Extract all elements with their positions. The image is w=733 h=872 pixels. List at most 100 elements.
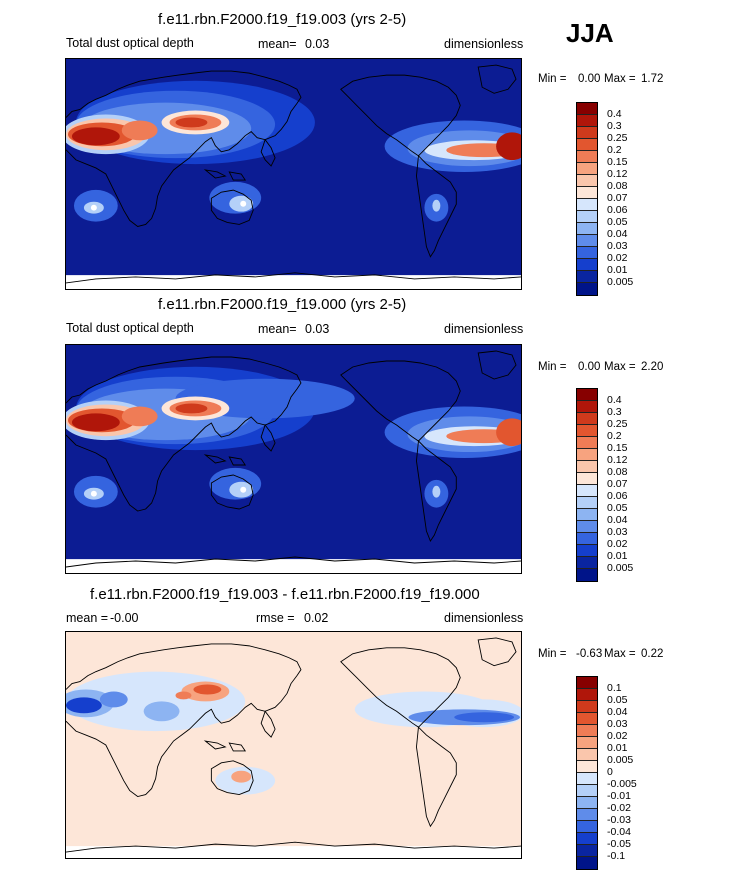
colorbar-level-label: 0.12 [607,454,628,466]
colorbar-level-label: 0.4 [607,108,622,120]
colorbar-level-label: 0.03 [607,718,628,730]
colorbar-swatch [577,449,597,461]
panel-1-min-value: 0.00 [578,73,601,85]
colorbar-swatch [577,821,597,833]
colorbar-swatch [577,509,597,521]
panel-2-max-value: 2.20 [641,361,664,373]
colorbar-level-label: 0.03 [607,240,628,252]
panel-3-units: dimensionless [444,611,524,625]
panel-2-colorbar [576,388,598,582]
panel-2-max-label: Max = [604,361,636,373]
panel-1-field-label: Total dust optical depth [66,36,194,50]
colorbar-swatch [577,199,597,211]
colorbar-swatch [577,175,597,187]
colorbar-swatch [577,797,597,809]
colorbar-level-label: 0.04 [607,706,628,718]
colorbar-level-label: 0.02 [607,252,628,264]
panel-2-mean-label: mean= [258,322,297,336]
colorbar-swatch [577,533,597,545]
map-field [66,345,521,573]
colorbar-level-label: -0.05 [607,838,631,850]
colorbar-level-label: 0.2 [607,144,622,156]
colorbar-swatch [577,139,597,151]
colorbar-swatch [577,713,597,725]
colorbar-level-label: 0.08 [607,180,628,192]
colorbar-swatch [577,497,597,509]
colorbar-swatch [577,103,597,115]
colorbar-level-label: 0.07 [607,478,628,490]
colorbar-swatch [577,485,597,497]
panel-3-max-label: Max = [604,648,636,660]
colorbar-level-label: 0.03 [607,526,628,538]
panel-2-units: dimensionless [444,322,524,336]
colorbar-level-label: -0.01 [607,790,631,802]
colorbar-swatch [577,401,597,413]
colorbar-level-label: 0.08 [607,466,628,478]
colorbar-level-label: -0.03 [607,814,631,826]
colorbar-swatch [577,389,597,401]
colorbar-swatch [577,151,597,163]
colorbar-swatch [577,557,597,569]
panel-1-mean-value: 0.03 [305,37,330,51]
panel-3-map [65,631,522,859]
colorbar-level-label: 0.04 [607,228,628,240]
colorbar-swatch [577,545,597,557]
panel-1-units: dimensionless [444,37,524,51]
panel-2-title: f.e11.rbn.F2000.f19_f19.000 (yrs 2-5) [158,296,407,313]
colorbar-swatch [577,283,597,295]
colorbar-swatch [577,857,597,869]
panel-1-max-value: 1.72 [641,73,664,85]
colorbar-level-label: 0.005 [607,276,634,288]
panel-3-min-label: Min = [538,648,567,660]
season-label: JJA [566,18,614,48]
map-field [66,59,521,289]
panel-3-rmse-value: 0.02 [304,611,329,625]
colorbar-level-label: 0.02 [607,538,628,550]
panel-3-mean-value: -0.00 [110,611,139,625]
colorbar-swatch [577,569,597,581]
colorbar-level-label: 0.1 [607,682,622,694]
colorbar-swatch [577,461,597,473]
colorbar-level-label: -0.005 [607,778,637,790]
colorbar-swatch [577,785,597,797]
panel-2-map [65,344,522,574]
colorbar-level-label: 0.15 [607,156,628,168]
colorbar-level-label: 0.3 [607,406,622,418]
colorbar-level-label: 0.05 [607,694,628,706]
panel-1-colorbar [576,102,598,296]
colorbar-level-label: 0.01 [607,742,628,754]
colorbar-swatch [577,689,597,701]
colorbar-level-label: 0.3 [607,120,622,132]
colorbar-swatch [577,749,597,761]
panel-2-field-label: Total dust optical depth [66,321,194,335]
panel-1-map [65,58,522,290]
colorbar-swatch [577,425,597,437]
colorbar-swatch [577,271,597,283]
colorbar-swatch [577,737,597,749]
colorbar-swatch [577,437,597,449]
colorbar-level-label: 0.04 [607,514,628,526]
colorbar-level-label: -0.1 [607,850,626,862]
panel-3-max-value: 0.22 [641,648,664,660]
panel-3-rmse-label: rmse = [256,611,295,625]
colorbar-swatch [577,701,597,713]
map-field [66,632,521,858]
colorbar-swatch [577,773,597,785]
colorbar-level-label: -0.04 [607,826,631,838]
colorbar-level-label: 0.05 [607,502,628,514]
colorbar-level-label: 0.005 [607,562,634,574]
panel-3-title: f.e11.rbn.F2000.f19_f19.003 - f.e11.rbn.… [90,586,480,603]
panel-2-mean-value: 0.03 [305,322,330,336]
colorbar-level-label: 0.06 [607,204,628,216]
colorbar-swatch [577,223,597,235]
colorbar-swatch [577,259,597,271]
colorbar-swatch [577,833,597,845]
colorbar-level-label: 0 [607,766,613,778]
panel-1-max-label: Max = [604,73,636,85]
colorbar-swatch [577,809,597,821]
colorbar-level-label: -0.02 [607,802,631,814]
colorbar-level-label: 0.15 [607,442,628,454]
panel-3-min-value: -0.63 [576,648,603,660]
colorbar-swatch [577,187,597,199]
colorbar-swatch [577,247,597,259]
